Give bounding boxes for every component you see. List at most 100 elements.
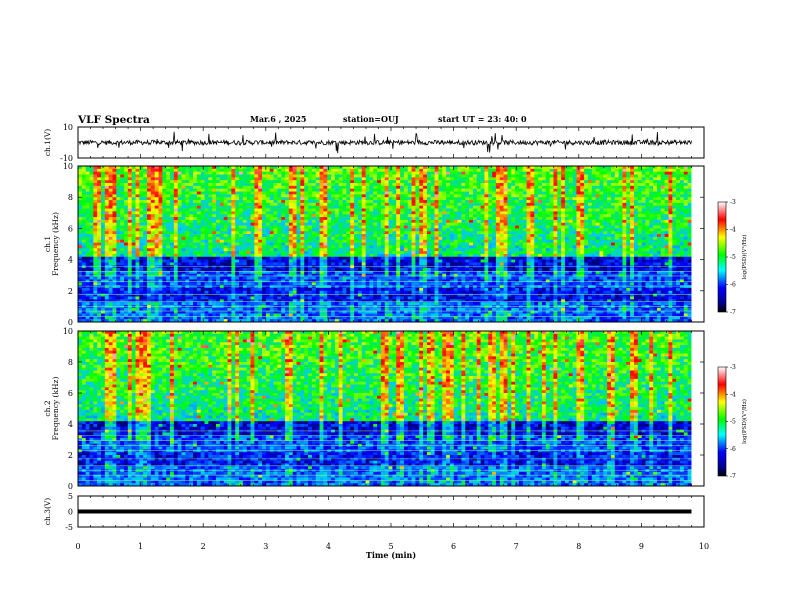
spectrogram-cell (158, 234, 163, 238)
spectrogram-cell (185, 197, 190, 201)
spectrogram-cell (323, 236, 328, 241)
spectrogram-cell (672, 211, 677, 215)
spectrogram-cell (350, 234, 355, 238)
spectrogram-cell (108, 205, 113, 209)
spectrogram-cell (108, 217, 113, 221)
spectrogram-cell (637, 231, 642, 235)
spectrogram-cell (242, 211, 247, 215)
spectrogram-cell (530, 211, 535, 215)
spectrogram-cell (269, 185, 274, 189)
spectrogram-cell (281, 174, 286, 178)
spectrogram-cell (553, 236, 558, 241)
spectrogram-cell (484, 242, 489, 246)
spectrogram-cell (603, 202, 608, 207)
spectrogram-cell (434, 239, 439, 243)
spectrogram-cell (557, 166, 562, 170)
spectrogram-cell (346, 166, 351, 170)
spectrogram-cell (649, 245, 654, 249)
spectrogram-cell (388, 177, 393, 181)
spectrogram-cell (664, 222, 669, 226)
spectrogram-cell (296, 188, 301, 192)
spectrogram-cell (350, 166, 355, 170)
spectrogram-cell (499, 177, 504, 181)
spectrogram-cell (204, 208, 209, 212)
spectrogram-cell (576, 191, 581, 195)
spectrogram-cell (610, 236, 616, 241)
spectrogram-cell (185, 234, 190, 238)
spectrogram-cell (396, 231, 401, 235)
spectrogram-cell (392, 231, 397, 235)
spectrogram-cell (196, 188, 201, 192)
spectrogram-cell (507, 188, 512, 192)
spectrogram-cell (81, 222, 86, 226)
spectrogram-cell (334, 242, 340, 246)
spectrogram-cell (599, 217, 604, 221)
spectrogram-cell (637, 200, 642, 204)
spectrogram-cell (112, 168, 117, 172)
spectrogram-cell (649, 205, 654, 209)
spectrogram-cell (511, 231, 516, 235)
spectrogram-cell (131, 219, 136, 224)
spectrogram-cell (147, 231, 152, 235)
spectrogram-cell (595, 208, 600, 212)
spectrogram-cell (285, 211, 290, 215)
spectrogram-cell (85, 234, 90, 238)
spectrogram-cell (120, 166, 125, 170)
spectrogram-cell (235, 245, 240, 249)
spectrogram-cell (419, 219, 424, 224)
spectrogram-cell (127, 228, 132, 232)
spectrogram-cell (384, 183, 389, 187)
spectrogram-cell (633, 174, 639, 178)
spectrogram-cell (204, 225, 209, 229)
spectrogram-cell (549, 239, 554, 243)
spectrogram-cell (170, 245, 175, 249)
spectrogram-cell (384, 177, 389, 181)
spectrogram-cell (618, 171, 623, 175)
spectrogram-cell (411, 188, 416, 192)
spectrogram-cell (281, 248, 286, 252)
spectrogram-cell (423, 208, 428, 212)
spectrogram-cell (85, 236, 90, 241)
spectrogram-cell (108, 166, 113, 170)
spectrogram-cell (641, 217, 646, 221)
spectrogram-cell (541, 211, 547, 215)
spectrogram-cell (476, 248, 481, 252)
spectrogram-cell (154, 174, 159, 178)
spectrogram-cell (242, 185, 247, 189)
spectrogram-cell (465, 239, 470, 243)
spectrogram-cell (127, 222, 132, 226)
spectrogram-cell (668, 197, 673, 201)
spectrogram-cell (626, 168, 631, 172)
spectrogram-cell (108, 219, 113, 224)
spectrogram-cell (369, 197, 374, 201)
spectrogram-cell (626, 211, 631, 215)
spectrogram-cell (480, 234, 485, 238)
spectrogram-cell (147, 242, 152, 246)
spectrogram-cell (668, 211, 673, 215)
spectrogram-cell (150, 236, 155, 241)
spectrogram-cell (530, 236, 535, 241)
spectrogram-cell (81, 251, 86, 255)
spectrogram-cell (185, 228, 190, 232)
spectrogram-cell (93, 217, 98, 221)
spectrogram-cell (453, 185, 458, 189)
spectrogram-cell (269, 219, 274, 224)
spectrogram-cell (196, 245, 201, 249)
spectrogram-cell (568, 188, 573, 192)
spectrogram-cell (227, 234, 232, 238)
spectrogram-cell (273, 219, 278, 224)
spectrogram-cell (258, 180, 263, 184)
spectrogram-cell (480, 171, 485, 175)
spectrogram-cell (331, 234, 336, 238)
spectrogram-cell (664, 200, 669, 204)
spectrogram-cell (653, 217, 658, 221)
spectrogram-cell (676, 174, 681, 178)
spectrogram-cell (518, 202, 524, 207)
spectrogram-cell (388, 183, 393, 187)
spectrogram-cell (81, 231, 86, 235)
spectrogram-cell (354, 231, 359, 235)
spectrogram-cell (150, 168, 155, 172)
spectrogram-cell (534, 228, 539, 232)
spectrogram-cell (315, 211, 320, 215)
